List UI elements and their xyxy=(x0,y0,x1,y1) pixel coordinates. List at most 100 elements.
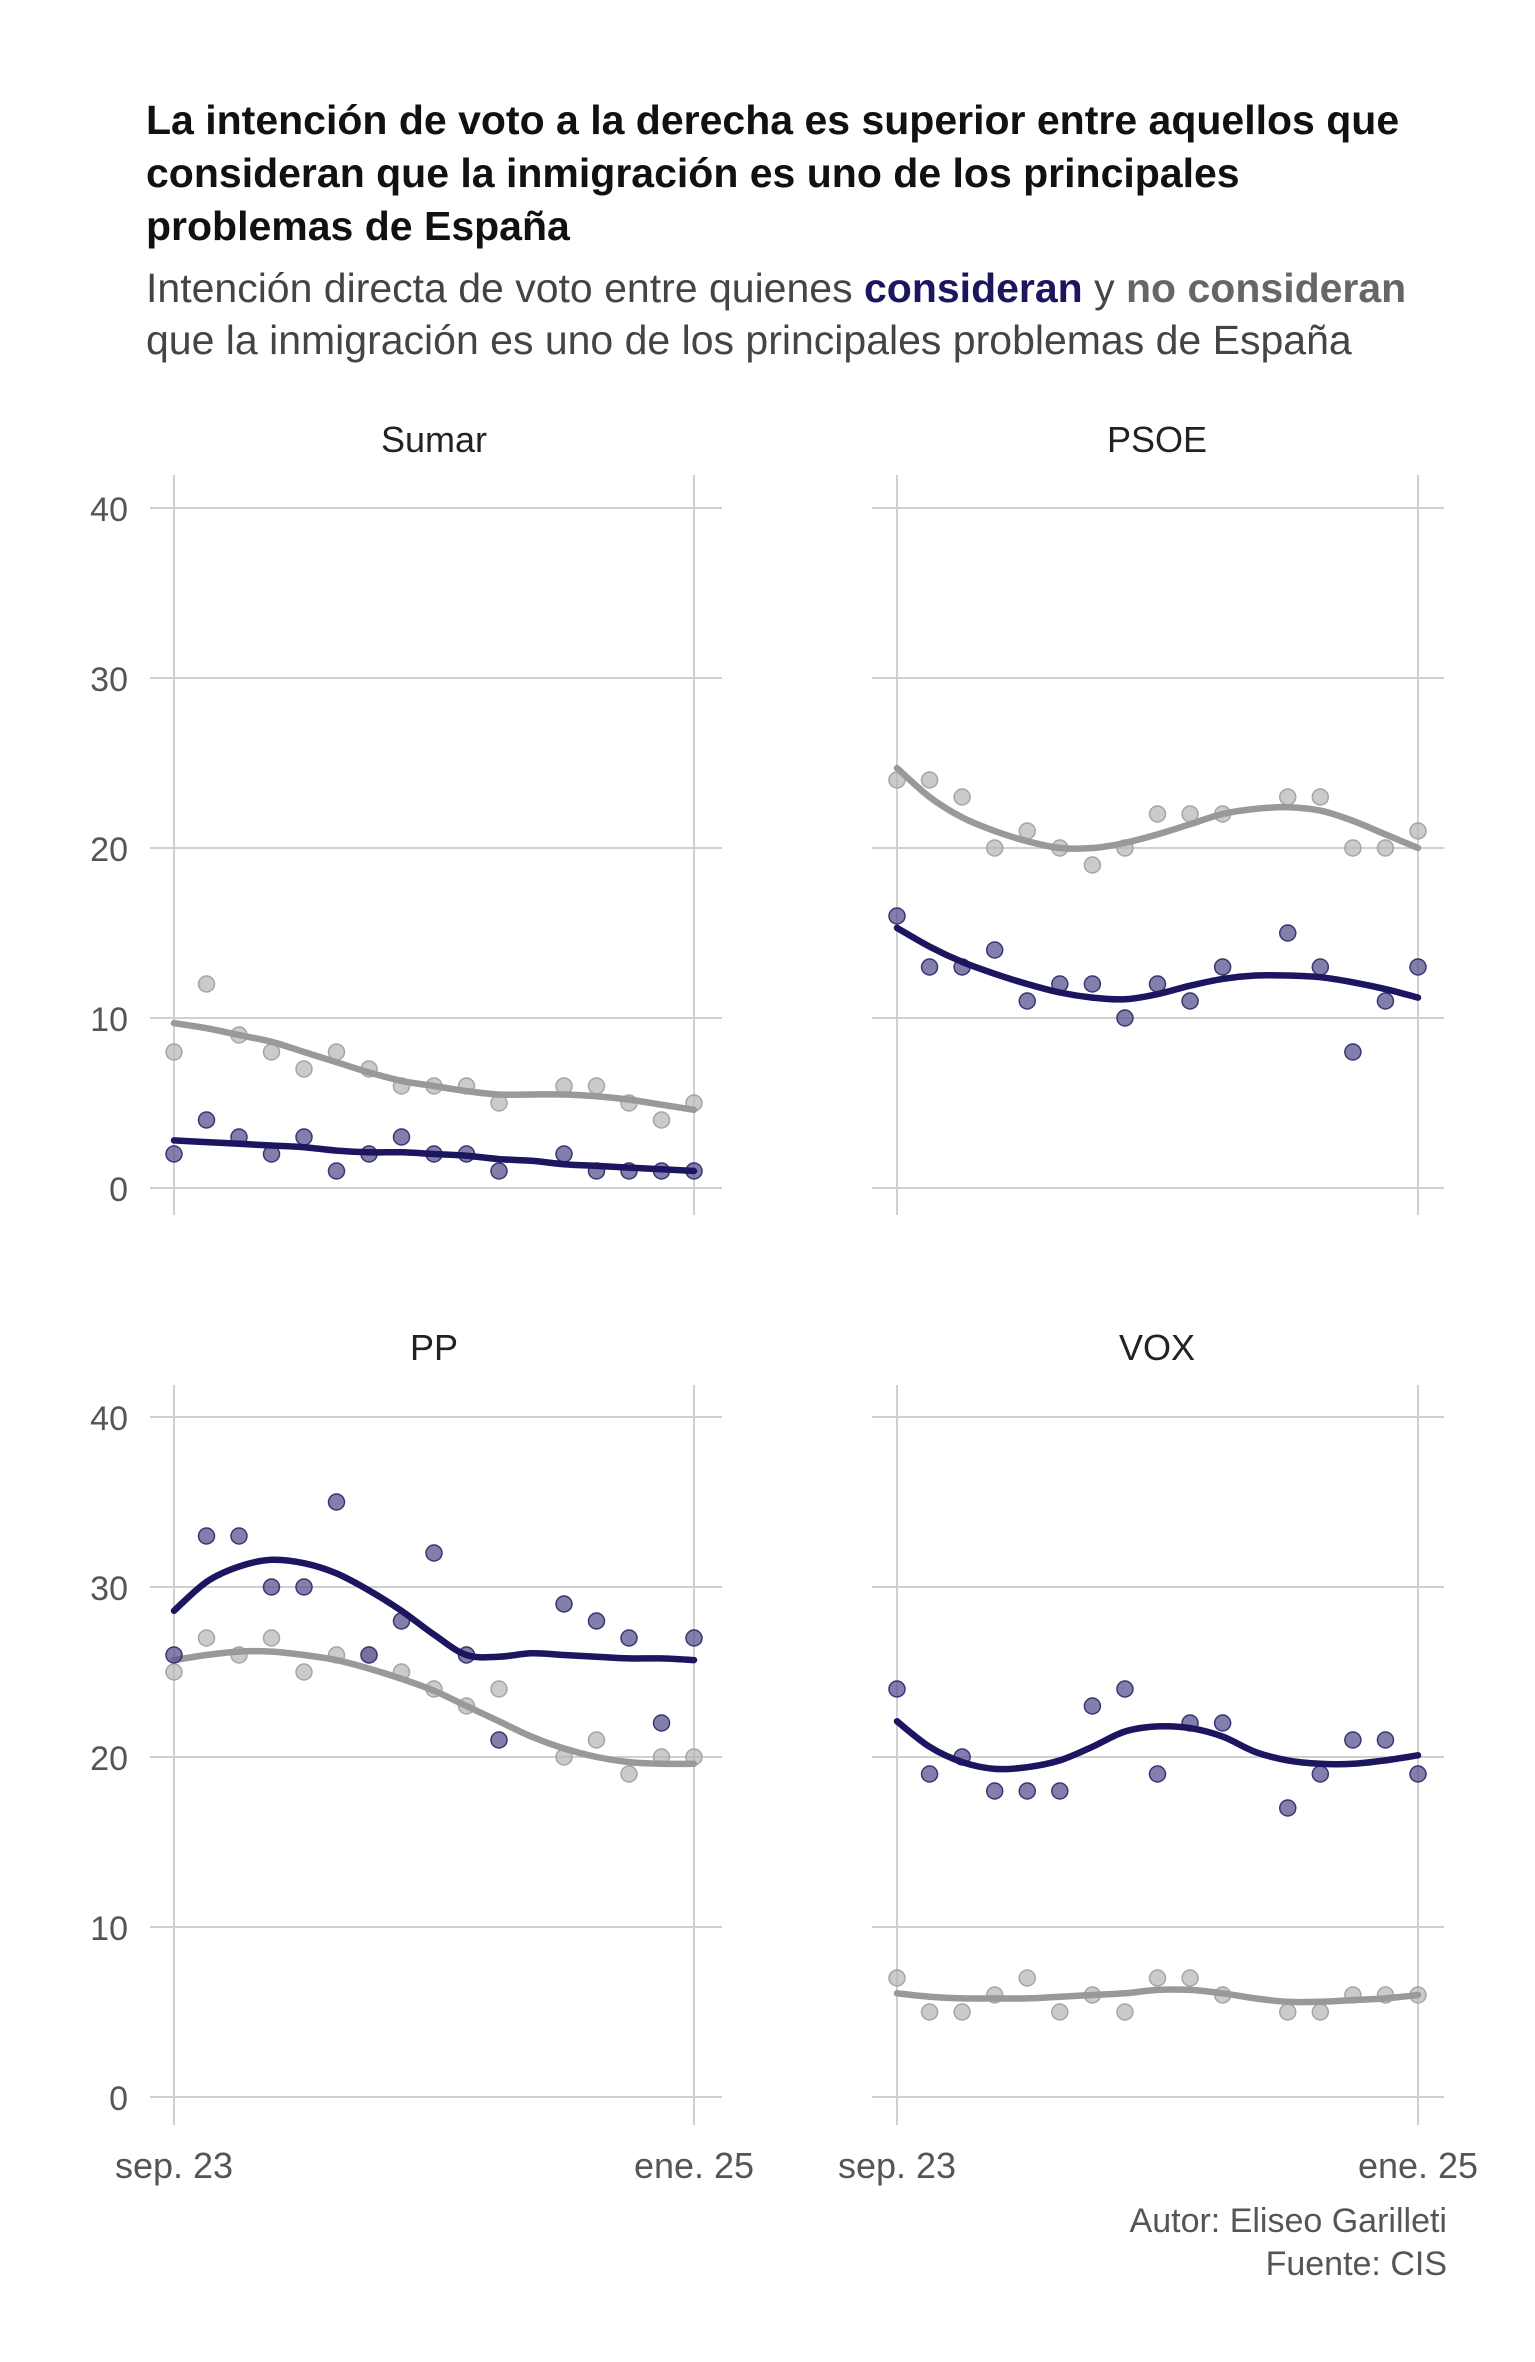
point-no-consideran xyxy=(1279,788,1297,806)
y-tick-label: 20 xyxy=(90,1740,128,1778)
x-tick-label: ene. 25 xyxy=(1358,2145,1478,2186)
point-no-consideran xyxy=(1148,805,1167,823)
point-consideran xyxy=(490,1162,508,1180)
y-tick-label: 30 xyxy=(90,661,128,699)
y-tick-label: 40 xyxy=(90,491,128,529)
x-tick-label: sep. 23 xyxy=(115,2145,233,2186)
point-consideran xyxy=(165,1145,183,1163)
point-consideran xyxy=(1213,1714,1232,1732)
point-consideran xyxy=(985,941,1004,959)
point-no-consideran xyxy=(1279,2003,1297,2021)
point-consideran xyxy=(555,1595,573,1613)
point-consideran xyxy=(985,1782,1004,1800)
y-tick-label: 10 xyxy=(90,1910,128,1948)
point-consideran xyxy=(1181,992,1199,1010)
point-consideran xyxy=(1018,1782,1036,1800)
trend-line-no-consideran xyxy=(170,1019,698,1114)
subtitle-suffix: que la inmigración es uno de los princip… xyxy=(146,317,1352,363)
point-consideran xyxy=(1409,958,1427,976)
point-consideran xyxy=(1311,1765,1330,1783)
point-consideran xyxy=(888,907,906,925)
point-no-consideran xyxy=(587,1077,606,1095)
subtitle-prefix: Intención directa de voto entre quienes xyxy=(146,265,864,311)
chart-title: La intención de voto a la derecha es sup… xyxy=(146,97,1400,249)
point-consideran xyxy=(197,1527,216,1545)
subtitle-no-consideran: no consideran xyxy=(1126,265,1407,311)
point-consideran xyxy=(652,1714,671,1732)
caption-source: Fuente: CIS xyxy=(1265,2245,1447,2283)
point-no-consideran xyxy=(1344,839,1362,857)
point-consideran xyxy=(327,1493,346,1511)
point-consideran xyxy=(392,1128,411,1146)
point-consideran xyxy=(555,1145,573,1163)
point-consideran xyxy=(620,1629,638,1647)
point-no-consideran xyxy=(490,1680,508,1698)
y-tick-label: 40 xyxy=(90,1400,128,1438)
point-no-consideran xyxy=(1311,788,1330,806)
point-consideran xyxy=(888,1680,906,1698)
point-no-consideran xyxy=(920,2003,939,2021)
point-consideran xyxy=(197,1111,216,1129)
point-no-consideran xyxy=(165,1663,183,1681)
point-no-consideran xyxy=(953,788,971,806)
point-no-consideran xyxy=(165,1043,183,1061)
point-consideran xyxy=(1116,1009,1134,1027)
point-consideran xyxy=(1409,1765,1427,1783)
panel-title: Sumar xyxy=(381,419,487,460)
point-consideran xyxy=(1148,1765,1167,1783)
point-no-consideran xyxy=(920,771,939,789)
point-consideran xyxy=(1083,1697,1102,1715)
point-no-consideran xyxy=(888,1969,906,1987)
point-no-consideran xyxy=(985,839,1004,857)
point-consideran xyxy=(295,1578,313,1596)
trend-line-no-consideran xyxy=(893,764,1422,852)
point-consideran xyxy=(587,1612,606,1630)
y-tick-label: 0 xyxy=(109,2080,128,2118)
point-consideran xyxy=(1018,992,1036,1010)
point-no-consideran xyxy=(587,1731,606,1749)
y-tick-label: 10 xyxy=(90,1001,128,1039)
point-consideran xyxy=(425,1544,443,1562)
point-consideran xyxy=(1279,924,1297,942)
point-no-consideran xyxy=(652,1111,671,1129)
point-no-consideran xyxy=(197,1629,216,1647)
y-tick-label: 0 xyxy=(109,1171,128,1209)
point-consideran xyxy=(360,1646,378,1664)
point-no-consideran xyxy=(262,1629,281,1647)
point-no-consideran xyxy=(197,975,216,993)
x-tick-label: sep. 23 xyxy=(838,2145,956,2186)
point-consideran xyxy=(262,1578,281,1596)
point-no-consideran xyxy=(295,1663,313,1681)
point-consideran xyxy=(1116,1680,1134,1698)
point-consideran xyxy=(1051,1782,1069,1800)
point-consideran xyxy=(230,1527,248,1545)
point-consideran xyxy=(1213,958,1232,976)
point-consideran xyxy=(1083,975,1102,993)
point-no-consideran xyxy=(1311,2003,1330,2021)
point-no-consideran xyxy=(953,2003,971,2021)
point-no-consideran xyxy=(1083,856,1102,874)
point-consideran xyxy=(1376,992,1395,1010)
point-consideran xyxy=(295,1128,313,1146)
trend-line-no-consideran xyxy=(893,1986,1422,2006)
trend-line-consideran xyxy=(893,1718,1422,1773)
point-consideran xyxy=(1344,1043,1362,1061)
panel-title: PSOE xyxy=(1107,419,1207,460)
subtitle-middle: y xyxy=(1082,265,1127,311)
point-consideran xyxy=(1344,1731,1362,1749)
trend-line-consideran xyxy=(170,1556,698,1664)
point-consideran xyxy=(327,1162,346,1180)
point-no-consideran xyxy=(1018,1969,1036,1987)
y-tick-label: 30 xyxy=(90,1570,128,1608)
point-consideran xyxy=(1376,1731,1395,1749)
point-consideran xyxy=(1311,958,1330,976)
caption-author: Autor: Eliseo Garilleti xyxy=(1129,2202,1447,2240)
x-tick-label: ene. 25 xyxy=(634,2145,754,2186)
chart-subtitle: Intención directa de voto entre quienes … xyxy=(146,262,1486,366)
point-consideran xyxy=(685,1629,703,1647)
point-no-consideran xyxy=(620,1765,638,1783)
point-no-consideran xyxy=(1376,839,1395,857)
panel-title: PP xyxy=(410,1327,458,1368)
point-consideran xyxy=(490,1731,508,1749)
